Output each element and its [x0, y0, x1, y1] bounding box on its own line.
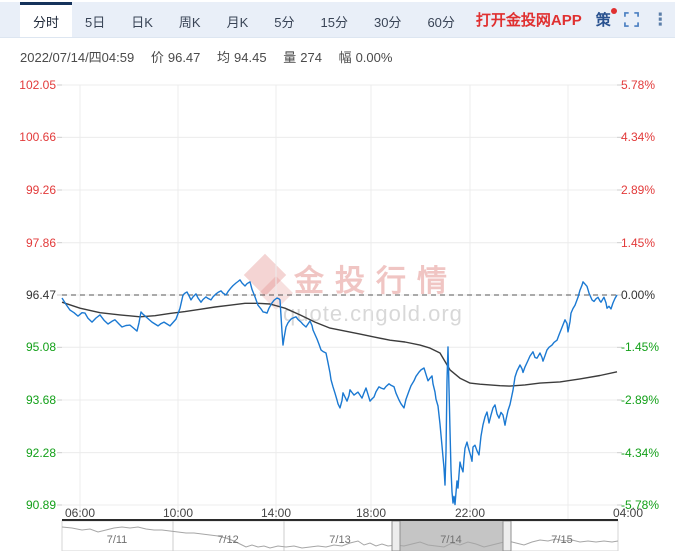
tabbar: 分时 5日 日K 周K 月K 5分 15分 30分 60分 打开金投网APP 策 ⋮	[0, 2, 675, 38]
quote-datetime: 2022/07/14/四04:59	[20, 50, 135, 65]
avg-label: 均	[217, 50, 231, 65]
tab-1[interactable]: 5日	[85, 14, 106, 30]
open-app-link[interactable]: 打开金投网APP	[475, 12, 582, 29]
range-label: 幅	[338, 50, 352, 65]
strategy-button[interactable]: 策	[595, 2, 617, 37]
tab-6[interactable]: 15分	[320, 14, 348, 30]
more-menu-icon: ⋮	[651, 9, 669, 29]
tab-7[interactable]: 30分	[373, 14, 402, 30]
quote-infobar: 2022/07/14/四04:59 价 96.47 均 94.45 量 274 幅 0.…	[20, 47, 396, 66]
tab-2[interactable]: 日K	[131, 14, 153, 30]
fullscreen-icon	[623, 12, 639, 27]
average-line	[61, 301, 618, 387]
price-value: 96.47	[167, 50, 201, 65]
volume-label: 量	[283, 50, 297, 65]
avg-value: 94.45	[234, 50, 267, 65]
volume-value: 274	[300, 50, 322, 65]
tab-4[interactable]: 月K	[226, 14, 249, 30]
tab-8[interactable]: 60分	[427, 14, 455, 30]
more-menu-button[interactable]: ⋮	[652, 2, 669, 37]
strategy-label: 策	[595, 12, 611, 29]
tab-0[interactable]: 分时	[20, 2, 73, 37]
navigator-right-handle[interactable]	[502, 520, 512, 551]
tab-3[interactable]: 周K	[178, 14, 201, 30]
navigator-selection[interactable]	[396, 521, 507, 551]
notification-dot	[610, 8, 617, 14]
price-line	[61, 279, 618, 506]
price-label: 价	[150, 50, 164, 65]
fullscreen-button[interactable]	[623, 2, 639, 37]
tab-5[interactable]: 5分	[274, 14, 295, 30]
range-value: 0.00%	[355, 50, 393, 65]
navigator-left-handle[interactable]	[391, 520, 401, 551]
navigator-frame	[61, 520, 619, 551]
navigator-sparkline	[61, 526, 619, 549]
